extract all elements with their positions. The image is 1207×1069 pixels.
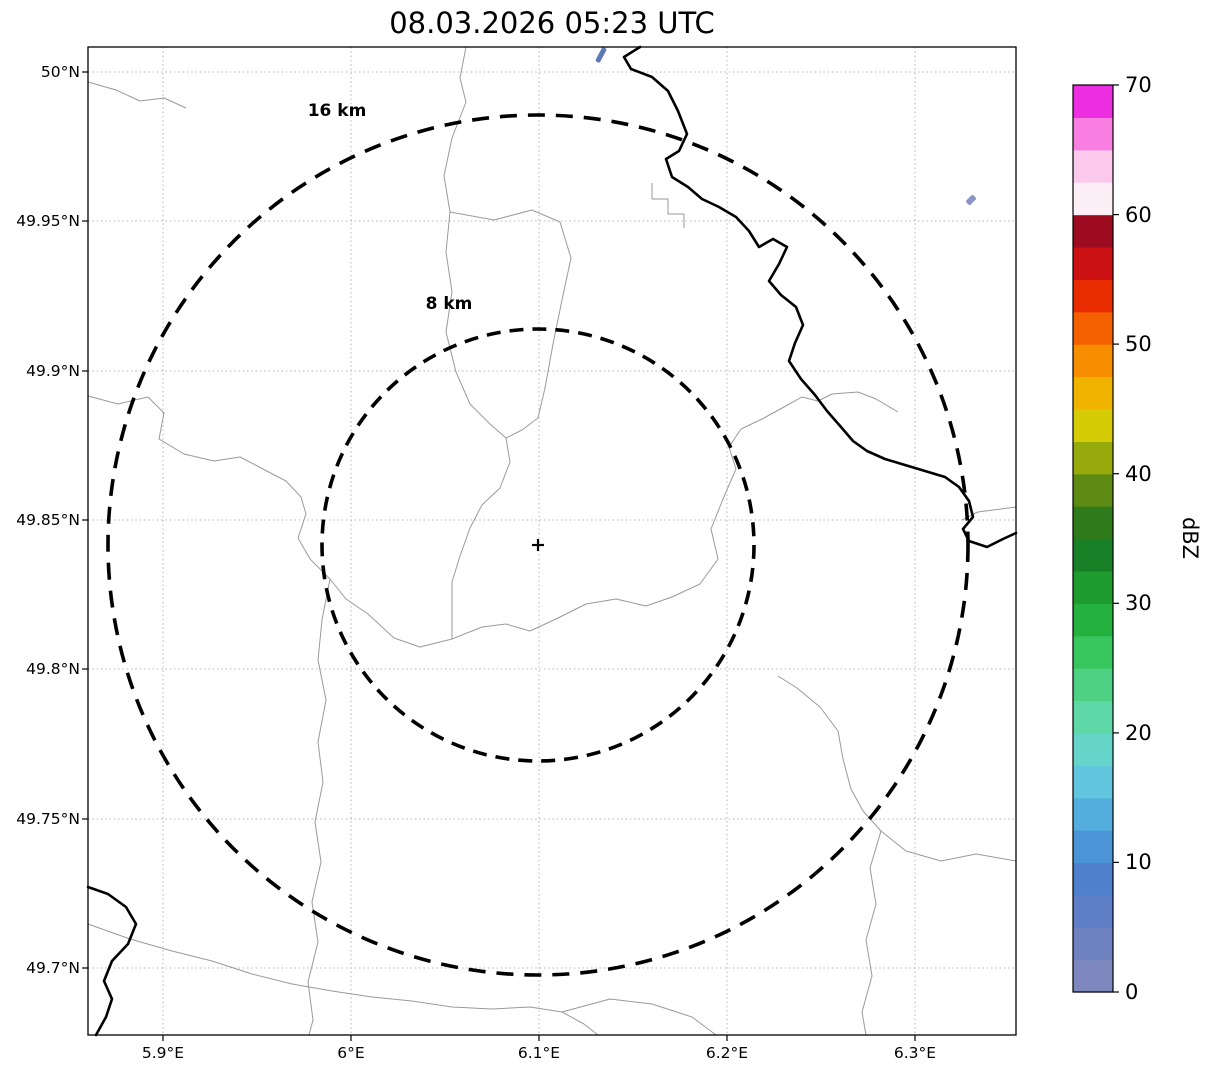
colorbar-swatch (1073, 732, 1113, 766)
colorbar-tick-marks (1113, 84, 1119, 993)
colorbar: 70 60 50 40 30 20 10 0 dBZ (1072, 73, 1202, 1004)
colorbar-swatch (1073, 797, 1113, 831)
radar-echo-east (965, 194, 977, 206)
colorbar-tick-label: 10 (1125, 850, 1152, 874)
colorbar-swatch (1073, 117, 1113, 151)
colorbar-swatch (1073, 473, 1113, 507)
axis-tick-marks (82, 71, 916, 1041)
river-southwest (86, 885, 138, 1037)
colorbar-tick-label: 60 (1125, 203, 1152, 227)
colorbar-unit-label: dBZ (1178, 517, 1202, 559)
colorbar-swatch (1073, 538, 1113, 572)
range-rings: 16 km 8 km (106, 101, 970, 977)
x-tick-label: 5.9°E (142, 1044, 184, 1062)
colorbar-swatch (1073, 149, 1113, 183)
map-frame (87, 46, 1017, 1036)
radar-echo-north (595, 47, 607, 63)
y-tick-label: 49.85°N (16, 511, 80, 529)
colorbar-swatch (1073, 441, 1113, 475)
colorbar-swatch (1073, 279, 1113, 313)
colorbar-swatch (1073, 408, 1113, 442)
colorbar-swatch (1073, 862, 1113, 896)
colorbar-swatch (1073, 376, 1113, 410)
river-lines (86, 45, 1018, 1037)
colorbar-tick-labels: 70 60 50 40 30 20 10 0 (1125, 73, 1152, 1004)
colorbar-swatch (1073, 635, 1113, 669)
colorbar-swatch (1073, 894, 1113, 928)
range-ring-16km-label: 16 km (308, 101, 367, 121)
colorbar-tick-label: 70 (1125, 73, 1152, 97)
colorbar-tick-label: 40 (1125, 462, 1152, 486)
colorbar-tick-label: 30 (1125, 591, 1152, 615)
y-tick-label: 50°N (41, 63, 80, 81)
x-axis-labels: 5.9°E 6°E 6.1°E 6.2°E 6.3°E (142, 1044, 936, 1062)
colorbar-swatch (1073, 603, 1113, 637)
x-tick-label: 6.1°E (518, 1044, 560, 1062)
radar-site-marker (532, 539, 544, 551)
y-tick-label: 49.75°N (16, 810, 80, 828)
colorbar-swatch (1073, 927, 1113, 961)
colorbar-swatch (1073, 668, 1113, 702)
colorbar-swatch (1073, 85, 1113, 118)
colorbar-swatch (1073, 700, 1113, 734)
x-tick-label: 6.2°E (706, 1044, 748, 1062)
radar-echoes (595, 47, 977, 206)
colorbar-swatches (1073, 85, 1113, 993)
colorbar-swatch (1073, 765, 1113, 799)
colorbar-swatch (1073, 959, 1113, 993)
y-tick-label: 49.9°N (26, 362, 80, 380)
colorbar-swatch (1073, 830, 1113, 864)
x-tick-label: 6°E (337, 1044, 364, 1062)
colorbar-swatch (1073, 311, 1113, 345)
y-tick-label: 49.7°N (26, 959, 80, 977)
x-tick-label: 6.3°E (894, 1044, 936, 1062)
colorbar-tick-label: 50 (1125, 332, 1152, 356)
figure-title: 08.03.2026 05:23 UTC (389, 6, 715, 40)
colorbar-swatch (1073, 344, 1113, 378)
colorbar-swatch (1073, 214, 1113, 248)
range-ring-8km-label: 8 km (426, 294, 473, 314)
colorbar-frame (1072, 84, 1114, 993)
range-ring-16km (106, 113, 970, 977)
y-axis-labels: 50°N 49.95°N 49.9°N 49.85°N 49.8°N 49.75… (16, 63, 80, 977)
river-northeast (622, 45, 1018, 549)
colorbar-tick-label: 0 (1125, 980, 1138, 1004)
map-panel: 16 km 8 km (16, 45, 1018, 1062)
colorbar-swatch (1073, 506, 1113, 540)
y-tick-label: 49.95°N (16, 212, 80, 230)
colorbar-swatch (1073, 182, 1113, 216)
y-tick-label: 49.8°N (26, 660, 80, 678)
range-ring-8km (320, 327, 756, 763)
colorbar-tick-label: 20 (1125, 721, 1152, 745)
colorbar-swatch (1073, 570, 1113, 604)
map-background (88, 47, 1016, 1035)
colorbar-swatch (1073, 246, 1113, 280)
